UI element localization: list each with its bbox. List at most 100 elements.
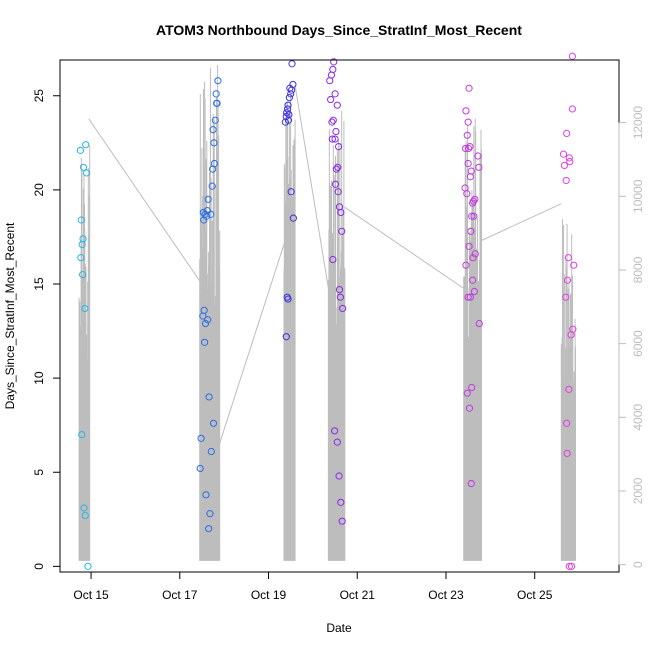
data-point — [566, 158, 574, 166]
data-point — [335, 472, 343, 480]
data-point — [329, 255, 337, 264]
data-point — [214, 77, 222, 85]
data-point — [79, 163, 88, 171]
y-tick-label: 0 — [32, 563, 46, 570]
y2-tick-label: 0 — [631, 561, 645, 568]
data-point — [565, 385, 573, 394]
data-point — [284, 116, 293, 124]
data-point — [284, 295, 292, 303]
data-point — [331, 427, 339, 435]
data-point — [568, 52, 577, 60]
data-point — [339, 304, 347, 313]
data-point — [84, 562, 92, 570]
data-point — [570, 261, 578, 269]
data-point — [288, 60, 296, 68]
chart-title: ATOM3 Northbound Days_Since_StratInf_Mos… — [156, 22, 522, 38]
altitude-burst — [463, 118, 482, 561]
data-point — [465, 144, 473, 153]
data-point — [209, 126, 217, 134]
data-point — [285, 94, 293, 102]
altitude-connector — [344, 206, 465, 289]
data-point — [469, 197, 478, 205]
data-point — [474, 152, 482, 160]
y2-tick-label: 12000 — [631, 106, 645, 140]
data-point — [464, 159, 472, 168]
data-point — [463, 389, 471, 397]
data-point — [205, 525, 213, 533]
data-point — [465, 84, 473, 92]
data-point — [328, 118, 336, 126]
data-point — [83, 169, 91, 177]
x-tick-label: Oct 15 — [73, 588, 109, 602]
data-point — [204, 316, 212, 324]
data-point — [213, 99, 221, 107]
data-point — [464, 118, 472, 126]
data-point — [465, 242, 473, 250]
data-point — [564, 254, 573, 262]
data-point — [330, 58, 338, 66]
data-point — [334, 188, 342, 196]
data-point — [560, 161, 569, 170]
altitude-connector — [294, 85, 329, 289]
data-point — [207, 447, 215, 456]
data-point — [81, 511, 89, 520]
data-point — [331, 180, 340, 188]
data-point — [334, 163, 342, 171]
data-point — [327, 95, 335, 104]
data-point — [567, 562, 576, 570]
data-point — [467, 227, 475, 235]
data-point — [197, 434, 205, 442]
data-point — [329, 116, 337, 124]
data-point — [77, 254, 85, 262]
y2-tick-label: 10000 — [631, 179, 645, 213]
data-point — [203, 206, 211, 215]
altitude-connector — [481, 203, 562, 241]
data-point — [467, 479, 475, 488]
data-point — [206, 510, 214, 518]
data-point — [565, 154, 573, 162]
x-tick-label: Oct 17 — [162, 588, 198, 602]
data-point — [77, 216, 85, 224]
data-point — [463, 131, 471, 139]
altitude-burst — [78, 145, 91, 561]
data-point — [470, 287, 478, 296]
data-point — [471, 250, 479, 258]
data-point — [202, 491, 210, 499]
data-point — [78, 430, 86, 439]
data-point — [82, 141, 90, 149]
data-point — [212, 90, 220, 98]
data-point — [289, 80, 297, 89]
data-point — [76, 146, 85, 154]
data-point — [337, 208, 345, 217]
x-tick-label: Oct 21 — [340, 588, 376, 602]
data-point — [210, 159, 218, 168]
y2-tick-label: 8000 — [631, 256, 645, 283]
data-point — [468, 212, 476, 220]
data-point — [471, 195, 479, 203]
altitude-connector — [88, 118, 201, 282]
data-point — [289, 214, 297, 222]
data-point — [468, 276, 477, 284]
data-point — [211, 116, 219, 124]
data-point — [466, 142, 474, 151]
data-point — [210, 139, 218, 147]
data-point — [336, 293, 344, 301]
y-tick-label: 15 — [32, 277, 46, 291]
altitude-connector — [219, 244, 285, 444]
data-point — [285, 110, 293, 119]
data-point — [205, 393, 213, 401]
y-axis-label: Days_Since_StratInf_Most_Recent — [3, 222, 17, 409]
data-point — [287, 188, 295, 196]
data-point — [200, 306, 208, 314]
data-point — [201, 319, 210, 328]
data-point — [568, 105, 577, 113]
data-point — [331, 90, 339, 98]
data-point — [475, 319, 483, 328]
y2-tick-label: 4000 — [631, 404, 645, 431]
data-point — [461, 144, 470, 153]
data-point — [329, 65, 337, 74]
data-point — [284, 101, 292, 109]
x-tick-label: Oct 19 — [251, 588, 287, 602]
data-point — [282, 333, 290, 341]
data-point — [470, 212, 478, 220]
